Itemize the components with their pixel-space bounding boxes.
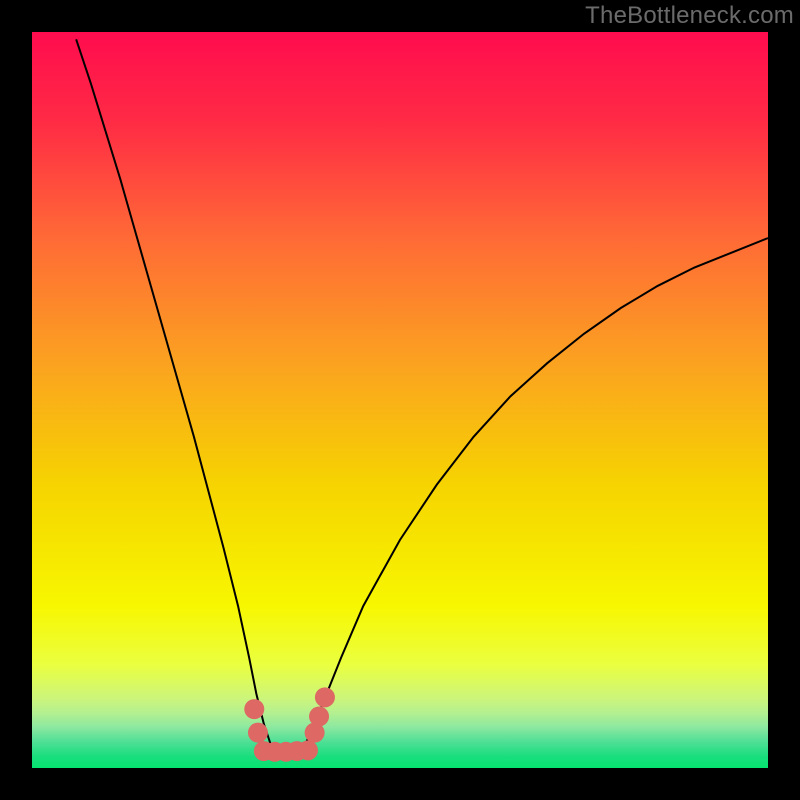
data-marker [248, 723, 268, 743]
chart-stage: TheBottleneck.com [0, 0, 800, 800]
bottleneck-chart [0, 0, 800, 800]
data-marker [244, 699, 264, 719]
watermark-text: TheBottleneck.com [585, 2, 794, 30]
chart-plot-area [32, 32, 768, 768]
data-marker [309, 706, 329, 726]
data-marker [298, 740, 318, 760]
data-marker [315, 687, 335, 707]
